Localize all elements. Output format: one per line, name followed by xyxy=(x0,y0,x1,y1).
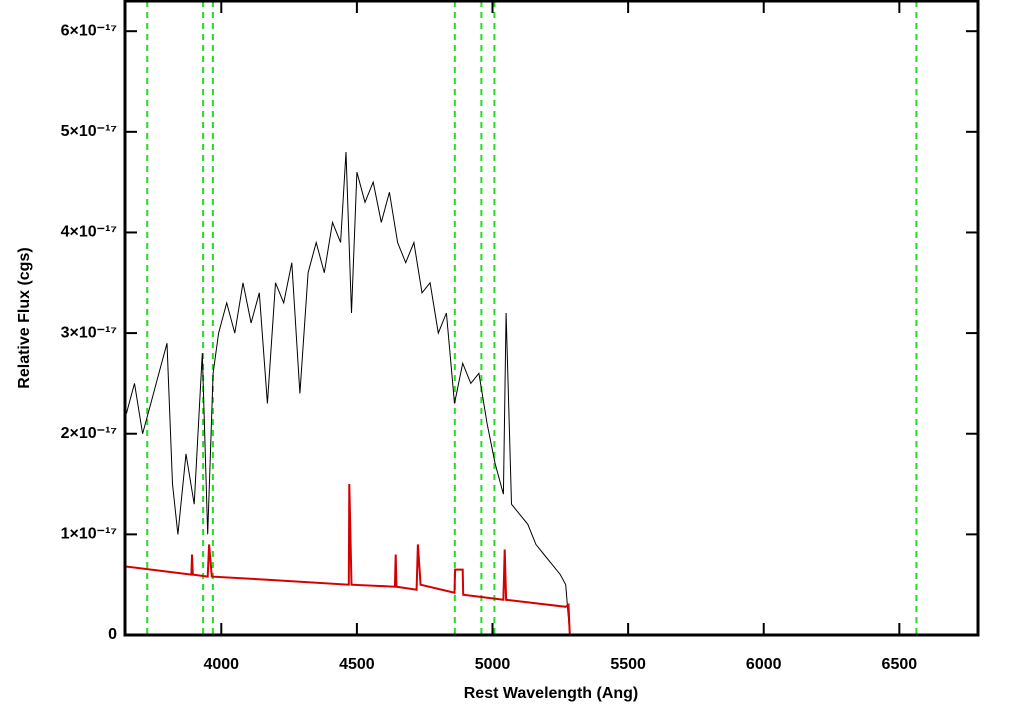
x-axis-title: Rest Wavelength (Ang) xyxy=(464,685,639,702)
y-tick-label: 6×10⁻¹⁷ xyxy=(61,22,117,39)
x-tick-label: 6000 xyxy=(746,656,782,673)
x-tick-label: 5500 xyxy=(610,656,646,673)
y-tick-label: 0 xyxy=(108,626,117,643)
spectrum-line xyxy=(125,151,978,636)
y-axis-title: Relative Flux (cgs) xyxy=(16,247,33,388)
y-tick-label: 2×10⁻¹⁷ xyxy=(61,425,117,442)
y-tick-label: 1×10⁻¹⁷ xyxy=(61,526,117,543)
spectrum-line xyxy=(126,483,978,636)
y-tick-label: 3×10⁻¹⁷ xyxy=(61,324,117,341)
plot-frame xyxy=(123,0,980,637)
y-tick-label: 5×10⁻¹⁷ xyxy=(61,123,117,140)
x-tick-label: 4000 xyxy=(203,656,239,673)
x-tick-label: 6500 xyxy=(882,656,918,673)
x-tick-label: 4500 xyxy=(339,656,375,673)
y-tick-label: 4×10⁻¹⁷ xyxy=(61,224,117,241)
x-tick-label: 5000 xyxy=(475,656,511,673)
